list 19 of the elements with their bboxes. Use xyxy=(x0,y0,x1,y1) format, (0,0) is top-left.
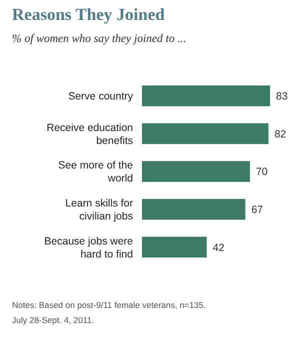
y-tick-label: Receive education benefits xyxy=(46,122,134,147)
text: July 28-Sept. 4, 2011. xyxy=(12,315,94,325)
data-label: 42 xyxy=(212,242,225,254)
data-label: 70 xyxy=(256,166,268,178)
y-tick-label: Serve country xyxy=(68,90,134,103)
bar xyxy=(142,198,246,220)
bar xyxy=(142,85,270,106)
bar xyxy=(142,236,207,258)
data-label: 83 xyxy=(276,90,288,103)
data-label: 67 xyxy=(251,204,264,216)
bar xyxy=(142,161,250,182)
y-tick-label: Learn skills for civilian jobs xyxy=(65,197,134,222)
text: Notes: Based on post-9/11 female veterans, n=135. xyxy=(12,300,206,310)
y-tick-label: Because jobs were hard to find xyxy=(44,235,134,260)
chart-subtitle: % of women who say they joined to ... xyxy=(12,33,186,45)
data-label: 82 xyxy=(274,128,286,140)
chart-title: Reasons They Joined xyxy=(12,5,166,24)
y-tick-label: See more of the world xyxy=(58,160,134,185)
bar xyxy=(142,123,268,144)
